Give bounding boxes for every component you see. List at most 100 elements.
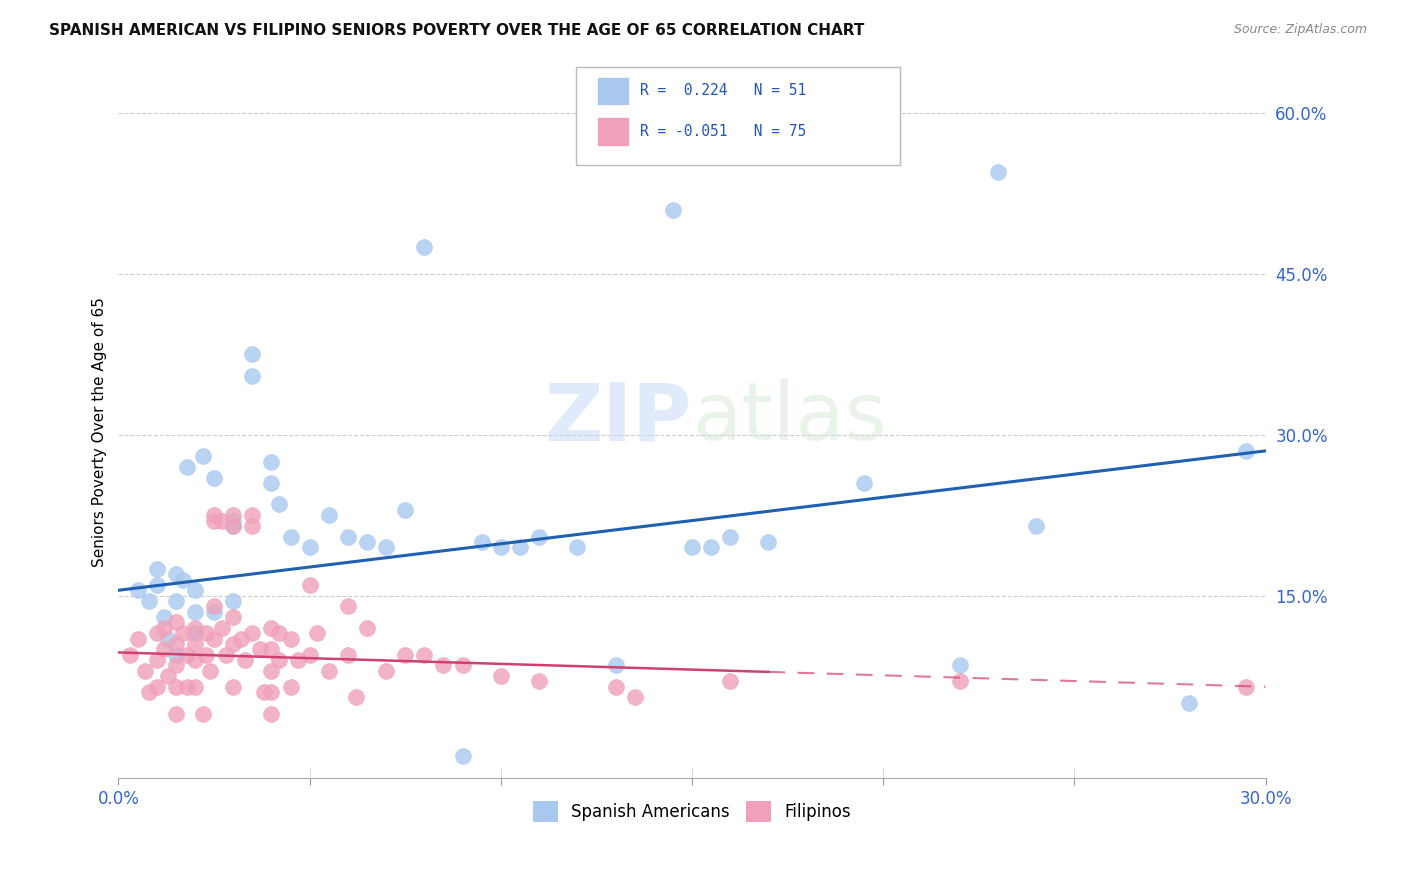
Point	[336, 648, 359, 662]
Point	[145, 626, 167, 640]
Point	[949, 658, 972, 673]
Point	[145, 562, 167, 576]
Point	[700, 541, 723, 555]
Point	[298, 578, 321, 592]
Point	[118, 648, 141, 662]
Point	[240, 347, 263, 361]
Point	[527, 530, 550, 544]
Text: SPANISH AMERICAN VS FILIPINO SENIORS POVERTY OVER THE AGE OF 65 CORRELATION CHAR: SPANISH AMERICAN VS FILIPINO SENIORS POV…	[49, 23, 865, 38]
Point	[165, 658, 187, 673]
Point	[202, 632, 225, 646]
Point	[195, 626, 218, 640]
Point	[211, 514, 233, 528]
Point	[623, 690, 645, 705]
Point	[145, 680, 167, 694]
Point	[184, 680, 207, 694]
Point	[165, 637, 187, 651]
Point	[222, 508, 245, 523]
Point	[222, 514, 245, 528]
Point	[145, 578, 167, 592]
Point	[267, 498, 290, 512]
Point	[202, 471, 225, 485]
Point	[260, 706, 283, 721]
Point	[267, 626, 290, 640]
Point	[184, 583, 207, 598]
Point	[153, 610, 176, 624]
Point	[165, 706, 187, 721]
Point	[298, 541, 321, 555]
Point	[260, 642, 283, 657]
Point	[153, 642, 176, 657]
Point	[318, 664, 340, 678]
Point	[987, 165, 1010, 179]
Point	[229, 632, 252, 646]
Point	[127, 632, 149, 646]
Point	[127, 583, 149, 598]
Point	[344, 690, 367, 705]
Point	[138, 685, 160, 699]
Point	[165, 648, 187, 662]
Point	[222, 519, 245, 533]
Point	[949, 674, 972, 689]
Point	[509, 541, 531, 555]
Point	[165, 567, 187, 582]
Point	[200, 664, 222, 678]
Point	[280, 530, 302, 544]
Point	[134, 664, 156, 678]
Point	[222, 594, 245, 608]
Point	[202, 514, 225, 528]
Point	[233, 653, 256, 667]
Point	[758, 535, 780, 549]
Point	[211, 621, 233, 635]
Point	[260, 621, 283, 635]
Point	[413, 648, 436, 662]
Text: Source: ZipAtlas.com: Source: ZipAtlas.com	[1233, 23, 1367, 37]
Point	[307, 626, 329, 640]
Point	[356, 535, 378, 549]
Point	[184, 653, 207, 667]
Point	[298, 648, 321, 662]
Point	[605, 658, 627, 673]
Text: R = -0.051   N = 75: R = -0.051 N = 75	[640, 124, 806, 138]
Point	[280, 632, 302, 646]
Point	[527, 674, 550, 689]
Point	[240, 626, 263, 640]
Point	[176, 648, 198, 662]
Point	[718, 674, 741, 689]
Point	[176, 680, 198, 694]
Point	[1178, 696, 1201, 710]
Point	[1234, 680, 1257, 694]
Point	[489, 541, 512, 555]
Point	[184, 621, 207, 635]
Point	[336, 530, 359, 544]
Point	[172, 626, 194, 640]
Point	[222, 519, 245, 533]
Point	[318, 508, 340, 523]
Point	[157, 669, 180, 683]
Point	[432, 658, 454, 673]
Point	[195, 648, 218, 662]
Point	[222, 610, 245, 624]
Point	[165, 680, 187, 694]
Legend: Spanish Americans, Filipinos: Spanish Americans, Filipinos	[526, 795, 858, 829]
Point	[157, 632, 180, 646]
Point	[191, 449, 214, 463]
Point	[394, 648, 416, 662]
Point	[260, 664, 283, 678]
Point	[222, 637, 245, 651]
Point	[413, 240, 436, 254]
Point	[356, 621, 378, 635]
Point	[267, 653, 290, 667]
Point	[260, 454, 283, 468]
Point	[191, 706, 214, 721]
Point	[222, 680, 245, 694]
Point	[240, 508, 263, 523]
Point	[662, 202, 685, 217]
Point	[202, 508, 225, 523]
Point	[184, 637, 207, 651]
Point	[451, 749, 474, 764]
Point	[145, 653, 167, 667]
Point	[336, 599, 359, 614]
Point	[153, 621, 176, 635]
Point	[489, 669, 512, 683]
